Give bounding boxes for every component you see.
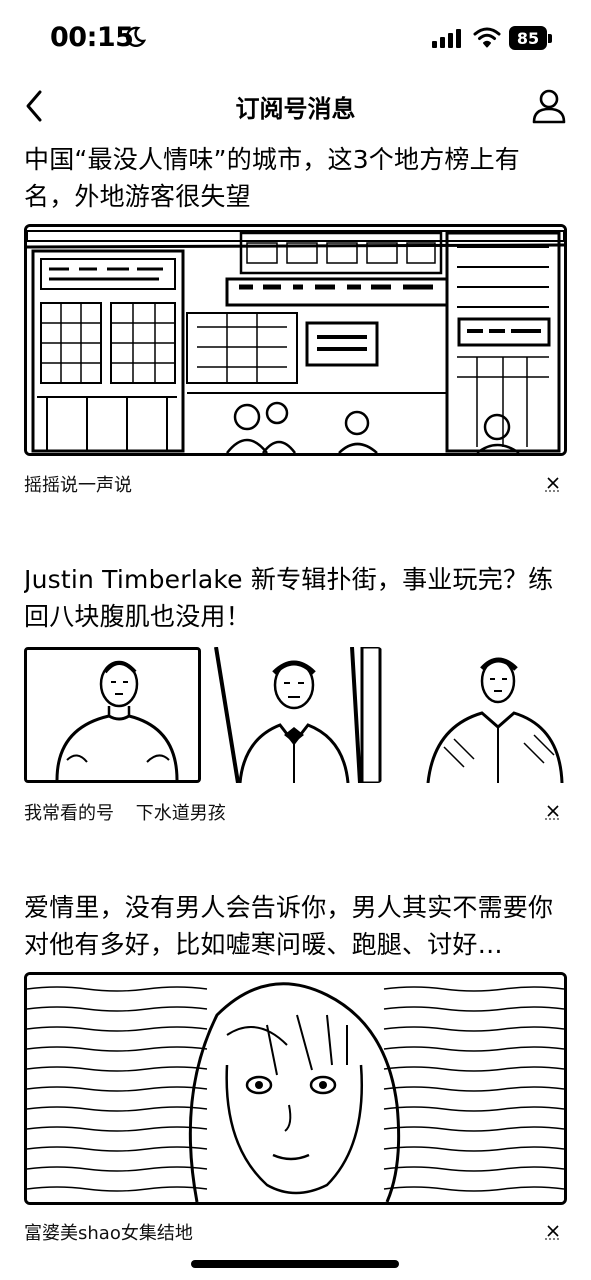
street-scene-illustration bbox=[27, 227, 564, 453]
close-icon[interactable] bbox=[543, 801, 563, 821]
article-card[interactable]: 爱情里，没有男人会告诉你，男人其实不需要你对他有多好，比如嘘寒问暖、跑腿、讨好… bbox=[24, 889, 567, 1249]
person-illustration bbox=[394, 647, 567, 783]
article-source[interactable]: 下水道男孩 bbox=[135, 803, 226, 824]
article-meta: 富婆美shao女集结地 bbox=[24, 1219, 567, 1245]
article-thumbnail[interactable] bbox=[210, 647, 382, 783]
person-illustration bbox=[27, 650, 198, 780]
status-time: 00:15 bbox=[50, 22, 134, 53]
moon-icon bbox=[125, 26, 146, 47]
home-indicator[interactable] bbox=[191, 1260, 399, 1268]
article-card[interactable]: Justin Timberlake 新专辑扑街，事业玩完？练回八块腹肌也没用！ bbox=[24, 561, 567, 831]
article-card[interactable]: 中国“最没人情味”的城市，这3个地方榜上有名，外地游客很失望 bbox=[24, 141, 567, 501]
article-cover-image[interactable] bbox=[24, 972, 567, 1205]
back-icon[interactable] bbox=[20, 88, 48, 124]
article-meta: 摇摇说一声说 bbox=[24, 471, 567, 497]
person-illustration bbox=[210, 647, 382, 783]
article-source[interactable]: 摇摇说一声说 bbox=[24, 475, 132, 496]
close-icon[interactable] bbox=[543, 1221, 563, 1241]
battery-indicator: 85 bbox=[509, 26, 547, 50]
article-title[interactable]: Justin Timberlake 新专辑扑街，事业玩完？练回八块腹肌也没用！ bbox=[24, 565, 554, 631]
article-thumbnail[interactable] bbox=[394, 647, 567, 783]
nav-bar: 订阅号消息 bbox=[0, 78, 591, 134]
article-title[interactable]: 中国“最没人情味”的城市，这3个地方榜上有名，外地游客很失望 bbox=[24, 145, 521, 211]
profile-icon[interactable] bbox=[531, 86, 567, 126]
article-meta: 我常看的号 下水道男孩 bbox=[24, 799, 567, 825]
signal-icon bbox=[432, 29, 461, 48]
wifi-icon bbox=[473, 27, 501, 48]
close-icon[interactable] bbox=[543, 473, 563, 493]
battery-level: 85 bbox=[516, 29, 540, 48]
page-title: 订阅号消息 bbox=[235, 95, 356, 123]
article-title[interactable]: 爱情里，没有男人会告诉你，男人其实不需要你对他有多好，比如嘘寒问暖、跑腿、讨好… bbox=[24, 893, 554, 959]
battery-tip bbox=[548, 34, 552, 43]
article-source-label: 我常看的号 bbox=[24, 803, 114, 824]
article-thumbnail[interactable] bbox=[24, 647, 201, 783]
article-source[interactable]: 富婆美shao女集结地 bbox=[24, 1223, 193, 1244]
article-cover-image[interactable] bbox=[24, 224, 567, 456]
portrait-illustration bbox=[27, 975, 564, 1202]
status-bar: 00:15 85 bbox=[0, 0, 591, 78]
